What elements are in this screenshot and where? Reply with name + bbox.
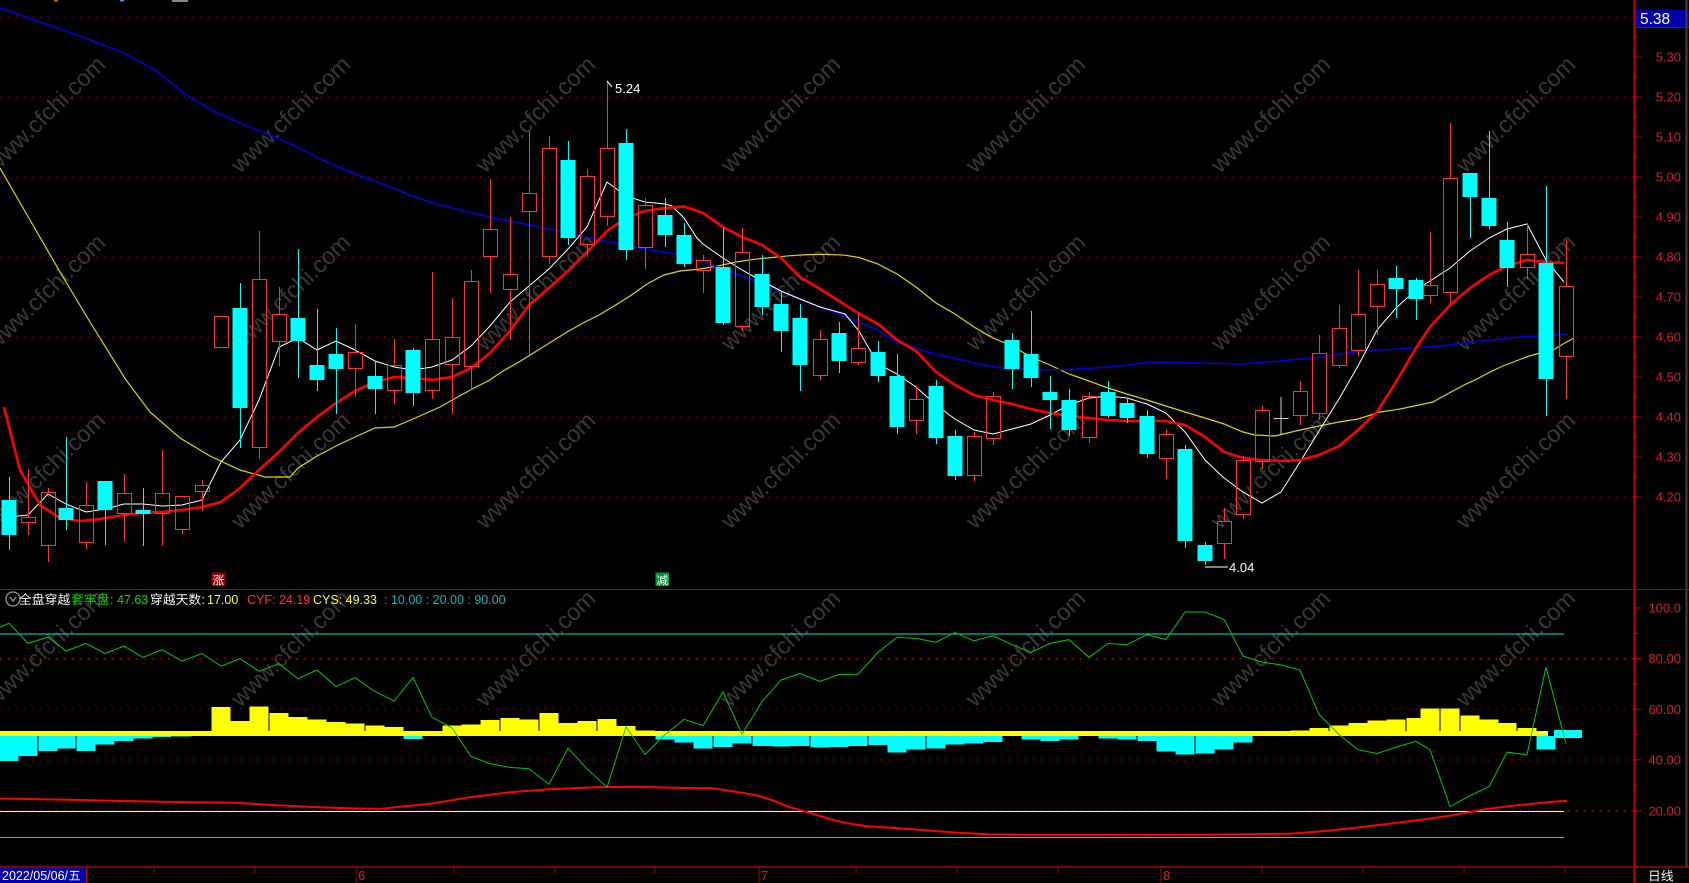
svg-text:5.30: 5.30 bbox=[1656, 50, 1681, 65]
svg-text:www.cfchi.com: www.cfchi.com bbox=[715, 585, 846, 712]
svg-text:www.cfchi.com: www.cfchi.com bbox=[0, 51, 110, 178]
svg-text:4.30: 4.30 bbox=[1656, 450, 1681, 465]
svg-text:www.cfchi.com: www.cfchi.com bbox=[470, 407, 601, 534]
svg-text:: 47.63: : 47.63 bbox=[110, 593, 148, 607]
svg-text:www.cfchi.com: www.cfchi.com bbox=[1205, 585, 1336, 712]
svg-text:www.cfchi.com: www.cfchi.com bbox=[0, 585, 110, 712]
svg-text:5.20: 5.20 bbox=[1656, 90, 1681, 105]
svg-text:4.70: 4.70 bbox=[1656, 290, 1681, 305]
svg-text:www.cfchi.com: www.cfchi.com bbox=[1450, 407, 1581, 534]
svg-text:www.cfchi.com: www.cfchi.com bbox=[715, 407, 846, 534]
svg-text:www.cfchi.com: www.cfchi.com bbox=[225, 407, 356, 534]
svg-text:www.cfchi.com: www.cfchi.com bbox=[1205, 51, 1336, 178]
svg-text:4.40: 4.40 bbox=[1656, 410, 1681, 425]
svg-text:CYS: 49.33: CYS: 49.33 bbox=[313, 593, 377, 607]
svg-text:7: 7 bbox=[761, 868, 768, 883]
svg-text:5.10: 5.10 bbox=[1656, 130, 1681, 145]
svg-text:4.20: 4.20 bbox=[1656, 490, 1681, 505]
svg-text:6: 6 bbox=[358, 868, 365, 883]
svg-text:www.cfchi.com: www.cfchi.com bbox=[960, 585, 1091, 712]
svg-text:60.00: 60.00 bbox=[1648, 702, 1681, 717]
svg-text:www.cfchi.com: www.cfchi.com bbox=[470, 229, 601, 356]
svg-text:4.50: 4.50 bbox=[1656, 370, 1681, 385]
svg-text:4.04: 4.04 bbox=[1229, 560, 1254, 575]
svg-text:2022/05/06/: 2022/05/06/ bbox=[2, 869, 69, 883]
svg-text:20.00: 20.00 bbox=[1648, 804, 1681, 819]
svg-text:8: 8 bbox=[1163, 868, 1170, 883]
svg-text:4.60: 4.60 bbox=[1656, 330, 1681, 345]
svg-text::: : bbox=[202, 593, 205, 607]
svg-text:www.cfchi.com: www.cfchi.com bbox=[1450, 585, 1581, 712]
svg-text:100.0: 100.0 bbox=[1648, 601, 1681, 616]
svg-text:CYF: 24.19: CYF: 24.19 bbox=[247, 593, 310, 607]
svg-text:www.cfchi.com: www.cfchi.com bbox=[225, 51, 356, 178]
svg-text:40.00: 40.00 bbox=[1648, 752, 1681, 767]
svg-text:www.cfchi.com: www.cfchi.com bbox=[470, 51, 601, 178]
svg-text:4.90: 4.90 bbox=[1656, 210, 1681, 225]
svg-text:80.00: 80.00 bbox=[1648, 651, 1681, 666]
svg-text:5.00: 5.00 bbox=[1656, 170, 1681, 185]
svg-text:www.cfchi.com: www.cfchi.com bbox=[960, 51, 1091, 178]
svg-text:www.cfchi.com: www.cfchi.com bbox=[715, 51, 846, 178]
svg-text:4.80: 4.80 bbox=[1656, 250, 1681, 265]
svg-text:5.24: 5.24 bbox=[615, 81, 640, 96]
svg-text:www.cfchi.com: www.cfchi.com bbox=[1450, 51, 1581, 178]
svg-text:www.cfchi.com: www.cfchi.com bbox=[960, 229, 1091, 356]
svg-text:17.00: 17.00 bbox=[207, 593, 238, 607]
svg-text:: 10.00 : 20.00 : 90.00: : 10.00 : 20.00 : 90.00 bbox=[384, 593, 506, 607]
svg-text:5.38: 5.38 bbox=[1640, 11, 1670, 28]
